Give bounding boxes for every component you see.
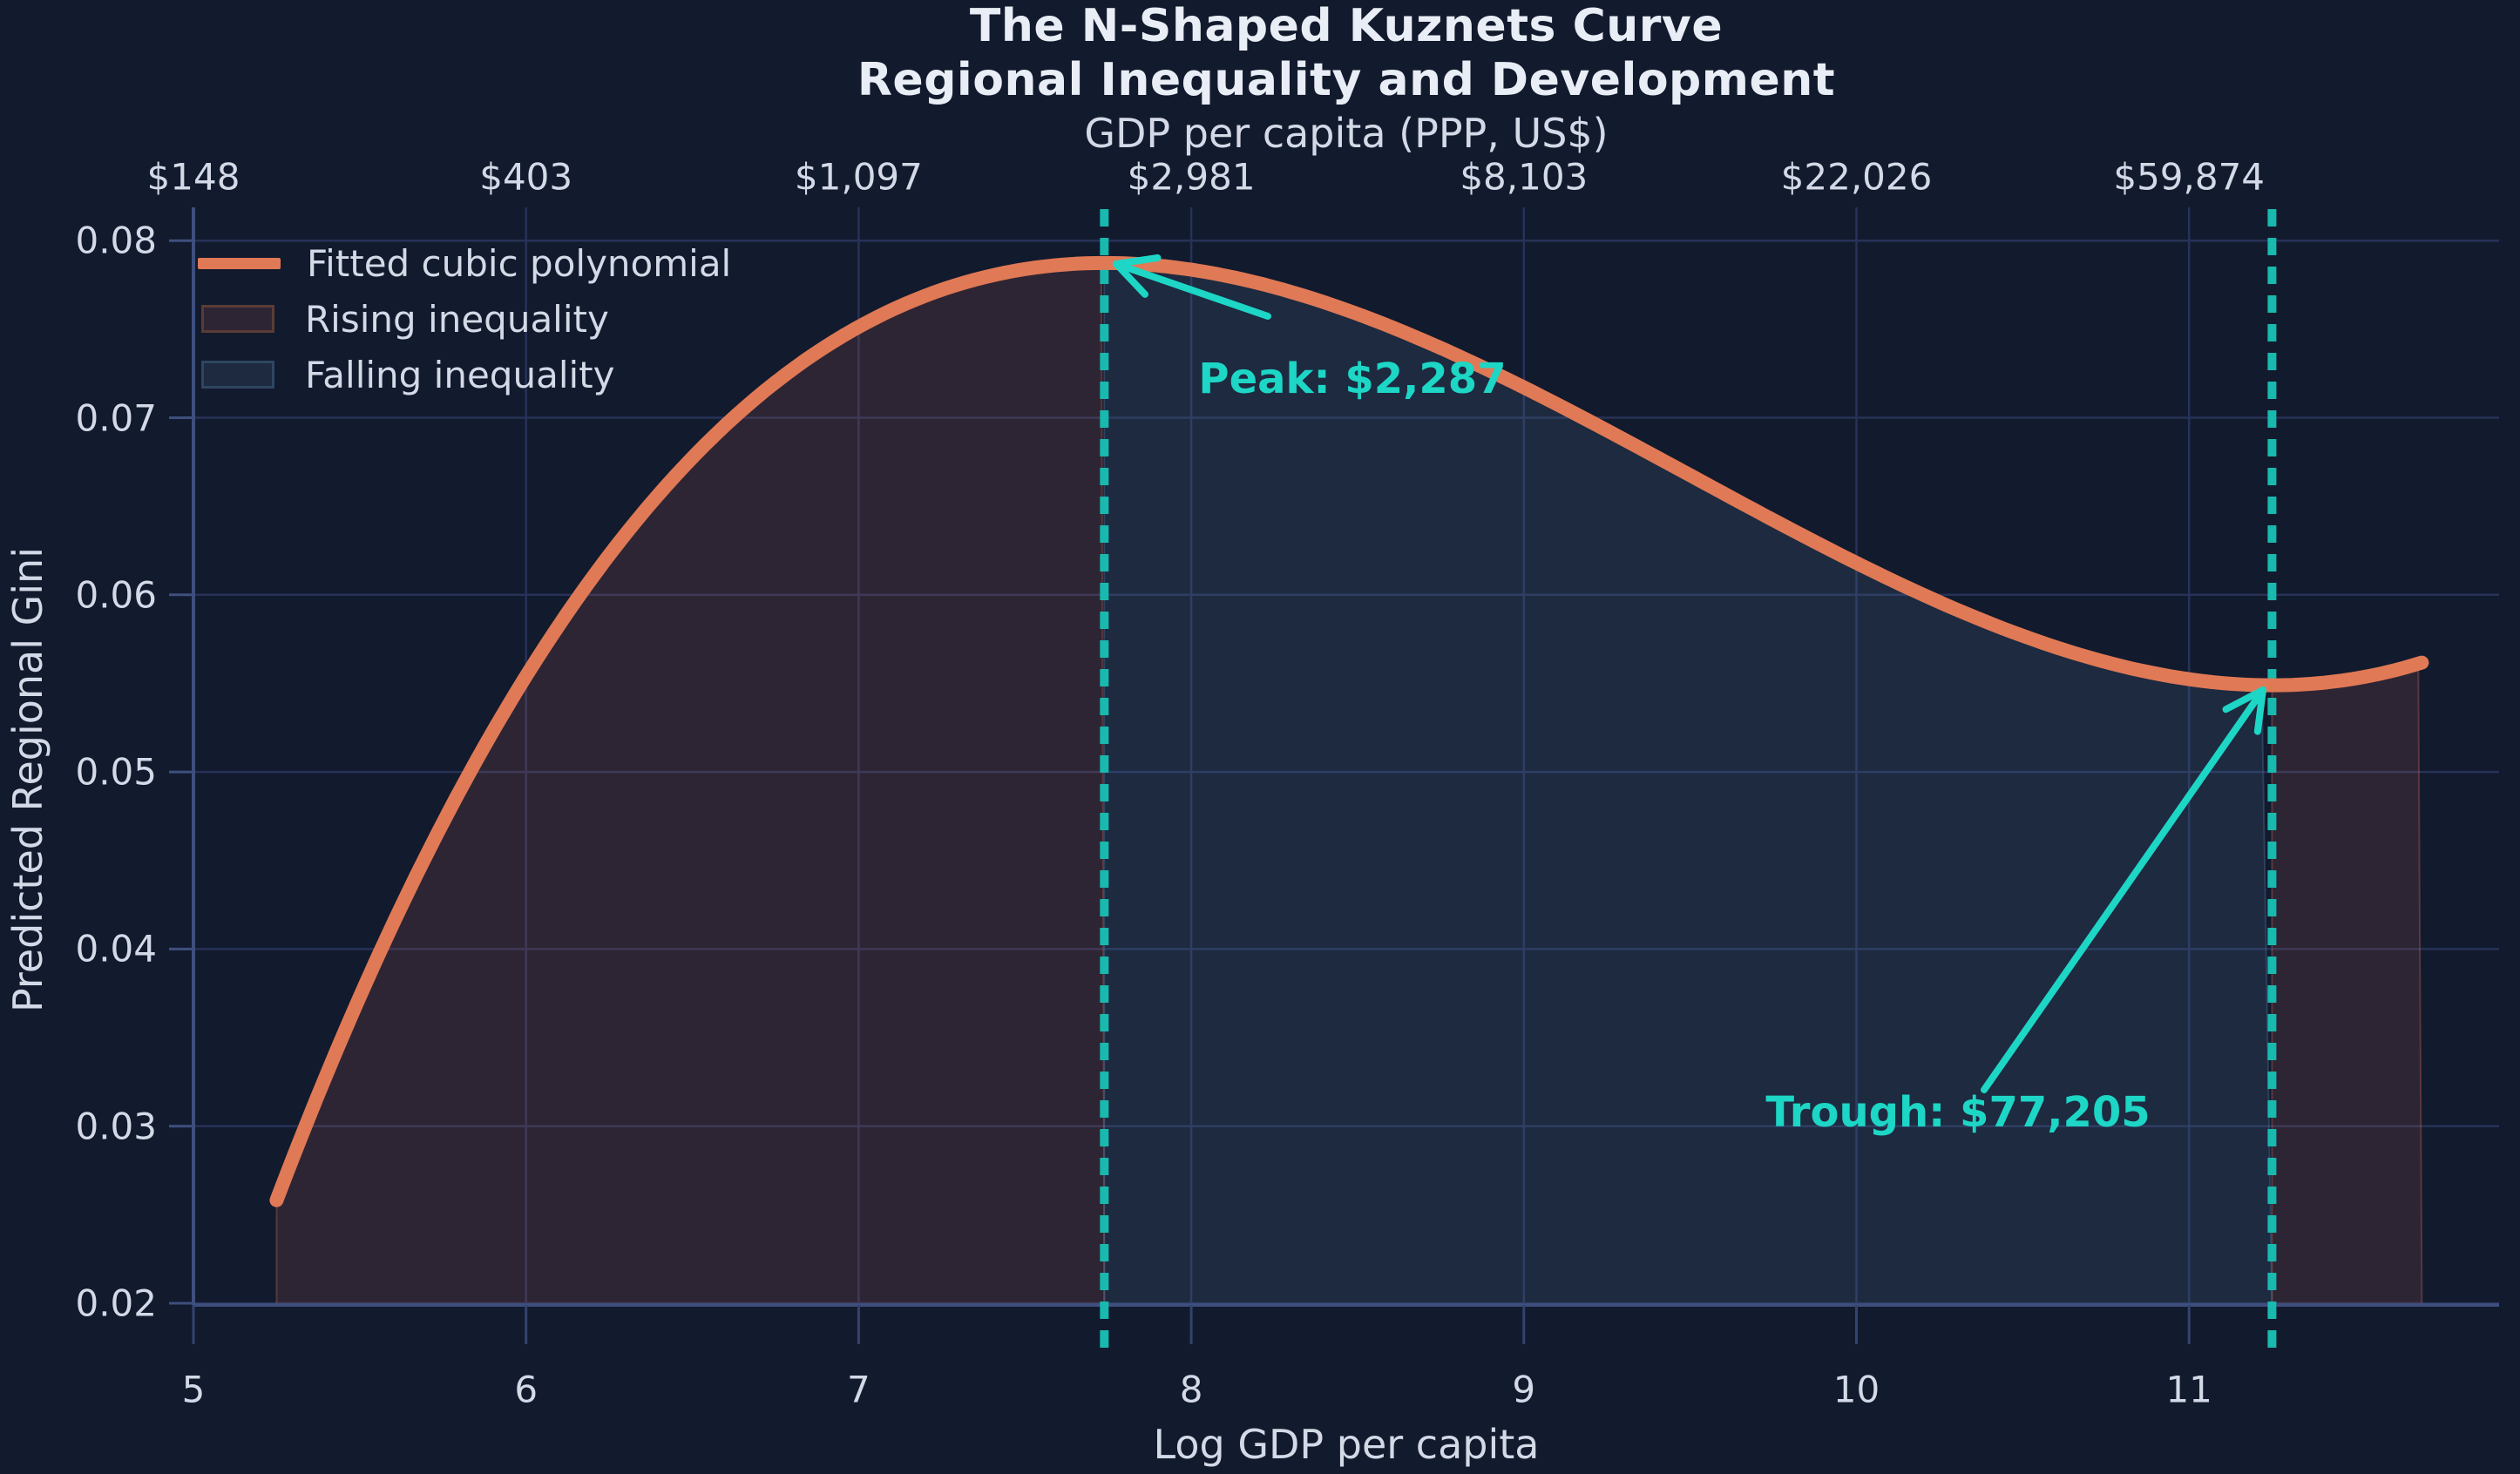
legend-rising-swatch <box>201 305 274 333</box>
peak-arrow-head <box>1113 254 1162 267</box>
x-tick-label: 8 <box>1179 1368 1203 1411</box>
chart-title-line2: Regional Inequality and Development <box>857 54 1836 106</box>
x-tick-label: 6 <box>514 1368 539 1411</box>
top-axis-label: GDP per capita (PPP, US$) <box>1084 110 1609 157</box>
x-tick-label: 7 <box>847 1368 870 1411</box>
y-tick-label: 0.03 <box>75 1105 157 1148</box>
top-x-tick-label: $403 <box>479 155 573 199</box>
legend-label-falling: Falling inequality <box>305 353 615 396</box>
legend-falling-swatch <box>201 361 274 389</box>
trough-arrow-head <box>2253 686 2266 735</box>
y-tick-label: 0.06 <box>75 573 157 617</box>
top-x-tick-label: $22,026 <box>1780 155 1933 199</box>
legend: Fitted cubic polynomial Rising inequalit… <box>198 235 731 402</box>
x-tick-label: 10 <box>1832 1368 1880 1411</box>
top-x-tick-label: $2,981 <box>1127 155 1256 199</box>
fitted-curve <box>269 255 2429 1207</box>
peak-annotation: Peak: $2,287 <box>1198 355 1507 403</box>
y-tick-label: 0.04 <box>75 927 157 970</box>
legend-row-rising: Rising inequality <box>198 291 731 347</box>
peak-arrow-shaft <box>1113 260 1271 320</box>
x-tick-label: 11 <box>2165 1368 2212 1411</box>
top-x-tick-label: $59,874 <box>2113 155 2266 199</box>
x-axis-label: Log GDP per capita <box>1153 1421 1540 1468</box>
legend-row-falling: Falling inequality <box>198 347 731 402</box>
y-tick-label: 0.05 <box>75 750 157 794</box>
trough-annotation: Trough: $77,205 <box>1765 1088 2151 1137</box>
top-x-tick-label: $8,103 <box>1460 155 1589 199</box>
y-tick-label: 0.02 <box>75 1281 157 1325</box>
top-x-tick-label: $148 <box>146 155 240 199</box>
y-axis-label: Predicted Regional Gini <box>4 547 51 1012</box>
chart-title-line1: The N-Shaped Kuznets Curve <box>969 0 1724 52</box>
rising-inequality-region <box>275 261 1106 1306</box>
trough-arrow-shaft <box>1981 686 2266 1093</box>
x-tick-label: 9 <box>1512 1368 1536 1411</box>
trough-arrow-head <box>2222 686 2266 713</box>
x-tick-label: 5 <box>181 1368 206 1411</box>
legend-label-rising: Rising inequality <box>305 297 609 341</box>
y-tick-label: 0.07 <box>75 396 157 439</box>
y-tick-label: 0.08 <box>75 219 157 262</box>
legend-label-curve: Fitted cubic polynomial <box>307 241 732 285</box>
legend-line-swatch <box>198 257 281 269</box>
rising-inequality-region <box>2271 662 2423 1306</box>
peak-arrow-head <box>1113 260 1149 298</box>
legend-row-curve: Fitted cubic polynomial <box>198 235 731 291</box>
top-x-tick-label: $1,097 <box>794 155 923 199</box>
falling-inequality-region <box>1103 261 2273 1306</box>
